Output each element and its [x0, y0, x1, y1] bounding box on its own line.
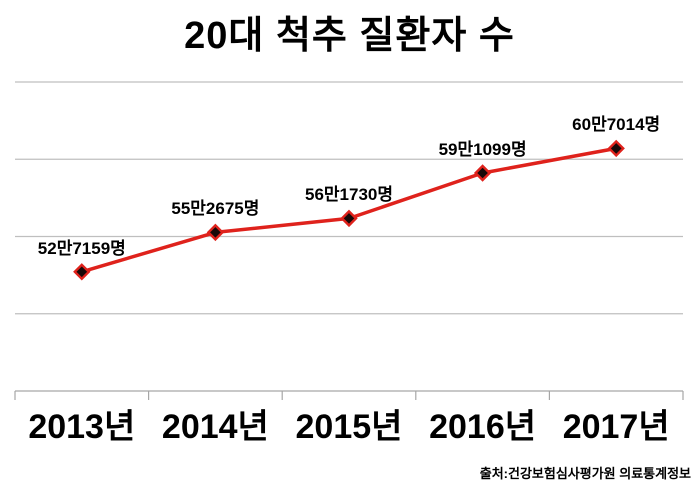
source-note: 출처:건강보험심사평가원 의료통계정보 — [479, 466, 691, 481]
x-axis-label: 2014년 — [161, 408, 269, 446]
data-label: 52만7159명 — [37, 238, 126, 258]
data-point-marker — [473, 164, 492, 182]
data-label: 60만7014명 — [572, 115, 661, 135]
data-point-marker — [206, 223, 225, 242]
x-axis-label: 2015년 — [295, 408, 403, 446]
x-axis-label: 2016년 — [429, 408, 537, 446]
data-label: 55만2675명 — [171, 199, 260, 219]
line-chart-svg — [14, 81, 684, 400]
x-axis: 2013년 2014년 2015년 2016년 2017년 — [15, 407, 683, 448]
x-axis-label: 2013년 — [28, 408, 136, 446]
x-axis-label: 2017년 — [562, 408, 670, 446]
data-point-marker — [340, 209, 358, 228]
plot-area: 52만7159명 55만2675명 56만1730명 59만1099명 60만7014명 — [14, 81, 684, 400]
data-point-marker — [607, 139, 625, 158]
data-label: 56만1730명 — [304, 185, 394, 205]
data-point-marker — [73, 263, 91, 281]
data-label: 59만1099명 — [438, 140, 527, 159]
chart-title: 20대 척추 질환자 수 — [184, 15, 515, 57]
